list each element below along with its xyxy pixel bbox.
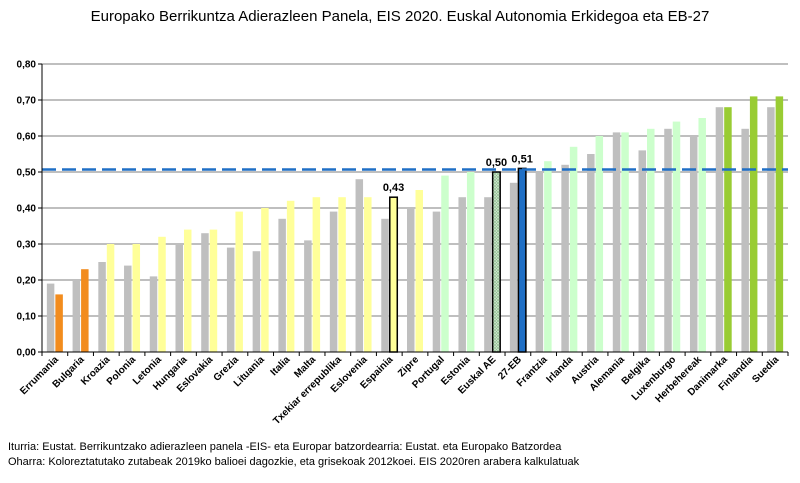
data-label: 0,51: [511, 153, 532, 165]
bar-2019: [621, 132, 629, 352]
bar-2019: [235, 211, 243, 352]
bar-2019: [183, 229, 192, 352]
bar-2012: [381, 218, 389, 352]
bar-2019: [775, 96, 784, 353]
y-tick-label: 0,70: [17, 96, 37, 107]
bar-2019: [286, 200, 295, 352]
bar-2019: [338, 197, 346, 352]
data-label: 0,43: [383, 182, 404, 194]
bar-2012: [407, 208, 415, 352]
bar-2012: [638, 150, 647, 352]
chart-notes: Iturria: Eustat. Berrikuntzako adierazle…: [8, 440, 579, 470]
data-label: 0,50: [486, 157, 507, 169]
bar-2019: [106, 244, 115, 352]
bar-2012: [741, 128, 749, 352]
bar-2019: [724, 107, 732, 352]
bar-2019: [415, 190, 423, 352]
bar-2019: [209, 229, 218, 352]
bar-2019: [595, 136, 604, 352]
bar-2012: [226, 247, 235, 352]
bar-2019: [389, 196, 399, 353]
bar-2012: [689, 136, 698, 352]
x-tick-label: Italia: [269, 354, 293, 378]
bar-2019: [647, 128, 655, 352]
bar-2019: [312, 197, 321, 352]
source-note: Iturria: Eustat. Berrikuntzako adierazle…: [8, 441, 562, 453]
bar-2012: [355, 179, 364, 352]
bar-2019: [132, 244, 141, 352]
bar-2012: [664, 128, 672, 352]
bar-2012: [175, 244, 183, 352]
bar-2019: [698, 118, 706, 352]
bar-2019: [261, 208, 269, 352]
bar-2012: [715, 107, 724, 352]
bar-2012: [329, 211, 338, 352]
x-tick-label: Suedia: [750, 354, 781, 385]
bar-2019: [491, 171, 501, 353]
y-tick-label: 0,60: [17, 132, 37, 143]
y-tick-label: 0,30: [17, 240, 37, 251]
bar-2012: [484, 197, 492, 352]
bar-2019: [81, 269, 89, 352]
bar-2012: [149, 276, 158, 352]
bar-2019: [158, 236, 166, 352]
bar-2019: [466, 172, 475, 352]
bar-2012: [458, 197, 466, 352]
x-tick-label: Errumania: [18, 354, 61, 397]
bar-2012: [535, 172, 544, 352]
bar-2019: [672, 121, 681, 352]
bar-2012: [278, 218, 286, 352]
bar-2019: [441, 175, 449, 352]
bar-2012: [72, 280, 81, 352]
bar-2012: [587, 154, 595, 352]
y-tick-label: 0,10: [17, 312, 37, 323]
y-tick-label: 0,00: [17, 348, 37, 359]
remark-note: Oharra: Koloreztatutako zutabeak 2019ko …: [8, 456, 580, 468]
chart-title: Europako Berrikuntza Adierazleen Panela,…: [90, 8, 710, 25]
bar-2019: [749, 96, 758, 353]
bar-2012: [304, 240, 312, 352]
bar-2019: [364, 197, 372, 352]
y-tick-label: 0,50: [17, 168, 37, 179]
bar-2012: [98, 262, 106, 352]
bar-2012: [767, 107, 775, 352]
bar-2012: [46, 283, 55, 352]
bar-2012: [252, 251, 261, 352]
bar-2012: [124, 265, 132, 352]
bar-2012: [201, 233, 209, 352]
y-tick-label: 0,20: [17, 276, 37, 287]
bar-2019: [55, 294, 63, 352]
bar-2012: [432, 211, 441, 352]
y-tick-label: 0,80: [17, 60, 37, 71]
y-tick-label: 0,40: [17, 204, 37, 215]
bar-chart: 0,00 0,10 0,20 0,30 0,40 0,50 0,60 0,70 0,80 Erru…: [17, 60, 789, 427]
bar-2012: [612, 132, 621, 352]
bar-2019: [569, 146, 578, 352]
bar-2012: [561, 164, 569, 352]
bar-2019: [544, 161, 552, 352]
bar-2019: [517, 167, 527, 353]
bar-2012: [509, 182, 518, 352]
